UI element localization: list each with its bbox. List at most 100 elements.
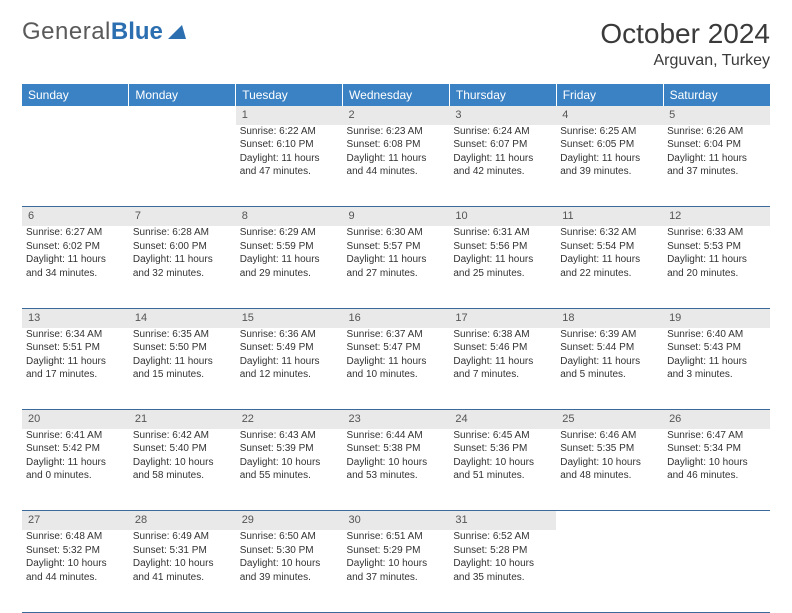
day-number-cell: 24	[449, 410, 556, 429]
sunrise-line: Sunrise: 6:44 AM	[347, 429, 446, 443]
sunset-line: Sunset: 5:42 PM	[26, 442, 125, 456]
sunset-line: Sunset: 5:30 PM	[240, 544, 339, 558]
daylight-line: Daylight: 10 hours and 48 minutes.	[560, 456, 659, 483]
sunset-line: Sunset: 5:31 PM	[133, 544, 232, 558]
sunset-line: Sunset: 5:57 PM	[347, 240, 446, 254]
day-number-cell: 16	[343, 308, 450, 327]
day-number-row: 2728293031	[22, 511, 770, 530]
day-info-row: Sunrise: 6:34 AMSunset: 5:51 PMDaylight:…	[22, 328, 770, 410]
day-number-cell: 31	[449, 511, 556, 530]
sunset-line: Sunset: 5:40 PM	[133, 442, 232, 456]
sunrise-line: Sunrise: 6:36 AM	[240, 328, 339, 342]
day-number-cell: 12	[663, 207, 770, 226]
sunset-line: Sunset: 6:00 PM	[133, 240, 232, 254]
sunrise-line: Sunrise: 6:24 AM	[453, 125, 552, 139]
daylight-line: Daylight: 10 hours and 51 minutes.	[453, 456, 552, 483]
day-info-cell: Sunrise: 6:52 AMSunset: 5:28 PMDaylight:…	[449, 530, 556, 612]
day-info-cell	[129, 125, 236, 207]
day-info-cell: Sunrise: 6:26 AMSunset: 6:04 PMDaylight:…	[663, 125, 770, 207]
day-number-cell: 2	[343, 106, 450, 125]
day-number-cell	[663, 511, 770, 530]
weekday-header: Tuesday	[236, 84, 343, 106]
sunrise-line: Sunrise: 6:37 AM	[347, 328, 446, 342]
sunrise-line: Sunrise: 6:25 AM	[560, 125, 659, 139]
day-info-cell: Sunrise: 6:36 AMSunset: 5:49 PMDaylight:…	[236, 328, 343, 410]
sunset-line: Sunset: 5:38 PM	[347, 442, 446, 456]
day-info-cell: Sunrise: 6:41 AMSunset: 5:42 PMDaylight:…	[22, 429, 129, 511]
sunrise-line: Sunrise: 6:27 AM	[26, 226, 125, 240]
day-info-cell: Sunrise: 6:35 AMSunset: 5:50 PMDaylight:…	[129, 328, 236, 410]
logo-general-text: General	[22, 18, 111, 46]
sunrise-line: Sunrise: 6:35 AM	[133, 328, 232, 342]
daylight-line: Daylight: 11 hours and 10 minutes.	[347, 355, 446, 382]
day-number-cell	[556, 511, 663, 530]
day-info-cell: Sunrise: 6:30 AMSunset: 5:57 PMDaylight:…	[343, 226, 450, 308]
daylight-line: Daylight: 11 hours and 39 minutes.	[560, 152, 659, 179]
daylight-line: Daylight: 11 hours and 44 minutes.	[347, 152, 446, 179]
sunrise-line: Sunrise: 6:48 AM	[26, 530, 125, 544]
day-info-cell: Sunrise: 6:23 AMSunset: 6:08 PMDaylight:…	[343, 125, 450, 207]
day-number-cell: 4	[556, 106, 663, 125]
day-number-cell: 18	[556, 308, 663, 327]
weekday-header: Friday	[556, 84, 663, 106]
day-info-cell: Sunrise: 6:34 AMSunset: 5:51 PMDaylight:…	[22, 328, 129, 410]
daylight-line: Daylight: 11 hours and 12 minutes.	[240, 355, 339, 382]
weekday-header: Thursday	[449, 84, 556, 106]
sunset-line: Sunset: 6:05 PM	[560, 138, 659, 152]
day-info-cell: Sunrise: 6:24 AMSunset: 6:07 PMDaylight:…	[449, 125, 556, 207]
day-info-row: Sunrise: 6:41 AMSunset: 5:42 PM Daylight:…	[22, 429, 770, 511]
sunset-line: Sunset: 5:29 PM	[347, 544, 446, 558]
day-info-cell: Sunrise: 6:37 AMSunset: 5:47 PMDaylight:…	[343, 328, 450, 410]
sunset-line: Sunset: 6:08 PM	[347, 138, 446, 152]
daylight-line: Daylight: 10 hours and 46 minutes.	[667, 456, 766, 483]
sunrise-line: Sunrise: 6:52 AM	[453, 530, 552, 544]
sunrise-line: Sunrise: 6:40 AM	[667, 328, 766, 342]
day-info-cell: Sunrise: 6:27 AMSunset: 6:02 PMDaylight:…	[22, 226, 129, 308]
sunset-line: Sunset: 5:56 PM	[453, 240, 552, 254]
header: General Blue October 2024 Arguvan, Turke…	[22, 18, 770, 70]
day-number-cell: 9	[343, 207, 450, 226]
day-number-cell: 5	[663, 106, 770, 125]
day-number-cell: 8	[236, 207, 343, 226]
sunset-line: Sunset: 5:32 PM	[26, 544, 125, 558]
day-number-cell	[129, 106, 236, 125]
day-info-cell: Sunrise: 6:43 AMSunset: 5:39 PMDaylight:…	[236, 429, 343, 511]
day-number-cell: 22	[236, 410, 343, 429]
logo-triangle-icon	[168, 25, 186, 44]
daylight-line: Daylight: 10 hours and 44 minutes.	[26, 557, 125, 584]
sunset-line: Sunset: 5:47 PM	[347, 341, 446, 355]
day-info-cell	[22, 125, 129, 207]
sunset-line: Sunset: 5:53 PM	[667, 240, 766, 254]
day-info-row: Sunrise: 6:48 AMSunset: 5:32 PMDaylight:…	[22, 530, 770, 612]
day-info-cell: Sunrise: 6:40 AMSunset: 5:43 PMDaylight:…	[663, 328, 770, 410]
day-info-cell	[556, 530, 663, 612]
daylight-line: Daylight: 11 hours and 7 minutes.	[453, 355, 552, 382]
daylight-line: Daylight: 11 hours and 3 minutes.	[667, 355, 766, 382]
day-number-cell: 14	[129, 308, 236, 327]
day-number-row: 12345	[22, 106, 770, 125]
day-number-cell: 30	[343, 511, 450, 530]
sunrise-line: Sunrise: 6:30 AM	[347, 226, 446, 240]
sunrise-line: Sunrise: 6:28 AM	[133, 226, 232, 240]
daylight-line: Daylight: 11 hours and 5 minutes.	[560, 355, 659, 382]
logo-blue-text: Blue	[111, 18, 163, 46]
day-info-cell: Sunrise: 6:25 AMSunset: 6:05 PMDaylight:…	[556, 125, 663, 207]
day-number-cell: 28	[129, 511, 236, 530]
sunrise-line: Sunrise: 6:26 AM	[667, 125, 766, 139]
sunrise-line: Sunrise: 6:41 AM	[26, 429, 125, 443]
day-info-cell: Sunrise: 6:29 AMSunset: 5:59 PMDaylight:…	[236, 226, 343, 308]
day-info-cell: Sunrise: 6:44 AMSunset: 5:38 PMDaylight:…	[343, 429, 450, 511]
daylight-line: Daylight: 11 hours and 34 minutes.	[26, 253, 125, 280]
day-number-cell: 15	[236, 308, 343, 327]
day-number-cell: 6	[22, 207, 129, 226]
day-info-cell: Sunrise: 6:50 AMSunset: 5:30 PMDaylight:…	[236, 530, 343, 612]
daylight-line: Daylight: 11 hours and 29 minutes.	[240, 253, 339, 280]
sunset-line: Sunset: 6:02 PM	[26, 240, 125, 254]
sunrise-line: Sunrise: 6:51 AM	[347, 530, 446, 544]
day-info-cell: Sunrise: 6:49 AMSunset: 5:31 PMDaylight:…	[129, 530, 236, 612]
day-info-cell: Sunrise: 6:51 AMSunset: 5:29 PMDaylight:…	[343, 530, 450, 612]
day-info-cell: Sunrise: 6:22 AMSunset: 6:10 PMDaylight:…	[236, 125, 343, 207]
weekday-header: Sunday	[22, 84, 129, 106]
location-label: Arguvan, Turkey	[600, 52, 770, 70]
day-number-cell: 23	[343, 410, 450, 429]
